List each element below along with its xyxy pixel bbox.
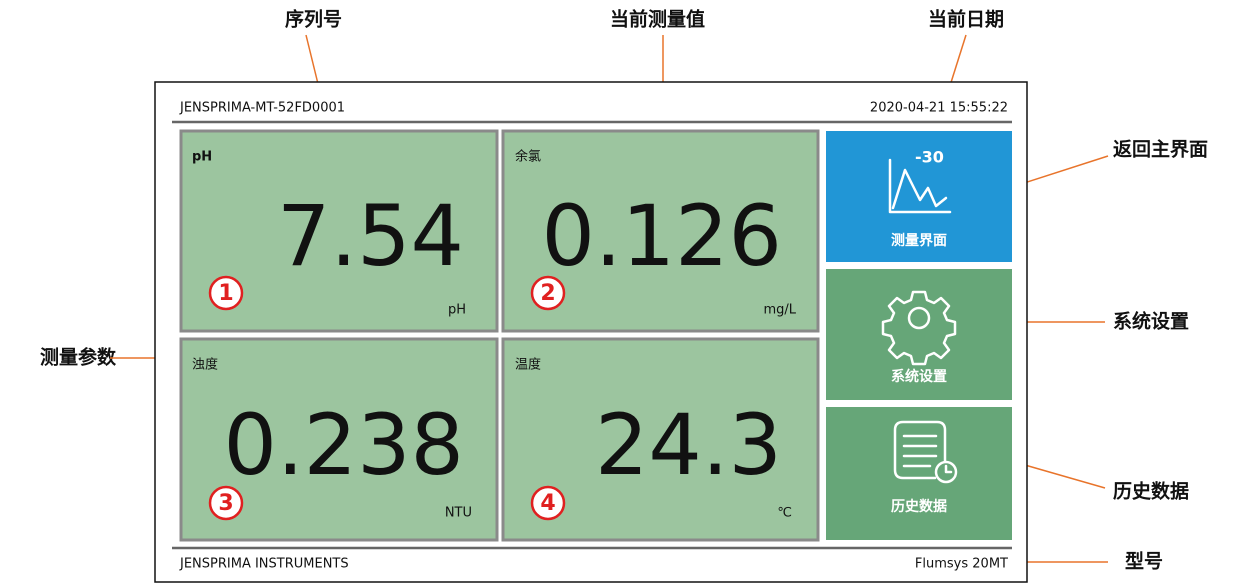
tile-value: 0.238 [224,396,464,494]
model: Flumsys 20MT [915,557,1008,572]
tile [501,129,820,333]
chart-icon [888,158,952,214]
tile-value: 7.54 [277,187,464,285]
date: 2020-04-21 15:55:22 [870,101,1008,116]
company: JENSPRIMA INSTRUMENTS [179,557,349,572]
document-icon [893,420,947,480]
tile-unit: ℃ [777,506,792,521]
annotation: 当前日期 [928,8,1004,31]
badge-number: 4 [540,491,555,516]
button-bg [826,407,1012,540]
annotation: 测量参数 [40,346,117,369]
gear-icon [881,290,957,366]
button-label: 历史数据 [891,498,947,515]
badge-number: 3 [218,491,233,516]
icon-text: -30 [915,148,944,167]
annotation: 型号 [1125,550,1163,573]
tile-unit: mg/L [763,303,796,318]
number-badge [208,485,244,521]
tile-label: 余氯 [515,149,541,165]
tile-value: 0.126 [542,187,782,285]
tile-value: 24.3 [595,396,782,494]
chart-icon [891,168,948,210]
document-icon [902,434,938,468]
tile-unit: NTU [445,506,472,521]
measure-button[interactable]: -30 测量界面 [826,131,1012,262]
button-label: 系统设置 [891,368,947,385]
badge-number: 1 [218,281,233,306]
tile-label: 浊度 [192,357,218,373]
badge-number: 2 [540,281,555,306]
settings-button[interactable]: 系统设置 [826,269,1012,400]
button-label: 测量界面 [891,232,947,249]
annotation: 历史数据 [1113,480,1189,503]
annotation: 返回主界面 [1113,139,1208,161]
annotation: 当前测量值 [610,8,705,31]
serial: JENSPRIMA-MT-52FD0001 [179,101,345,116]
history-button[interactable]: 历史数据 [826,407,1012,540]
tile-unit: pH [448,303,466,318]
tile-label: pH [192,150,212,165]
gear-icon [907,306,931,330]
number-badge [530,275,566,311]
number-badge [208,275,244,311]
clock-icon [944,464,953,474]
annotation: 序列号 [285,8,342,31]
annotation: 系统设置 [1113,310,1189,333]
tile [179,129,499,333]
number-badge [530,485,566,521]
tile-label: 温度 [515,357,541,373]
